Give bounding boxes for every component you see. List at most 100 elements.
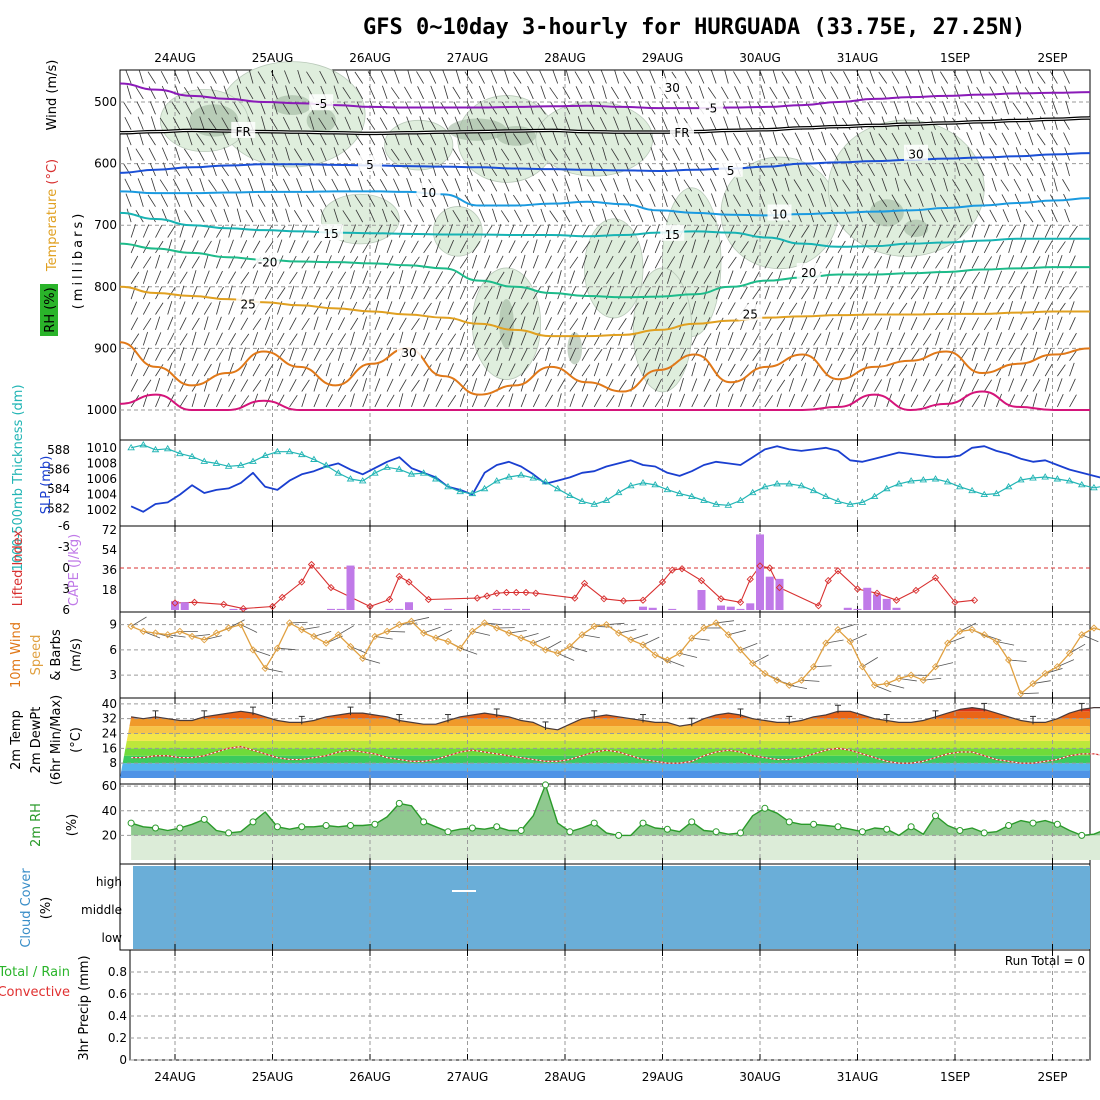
wind-barb <box>794 194 802 207</box>
wind-barb <box>868 178 875 192</box>
wind-barb <box>362 363 371 377</box>
wind-barb <box>893 101 900 115</box>
wind-barb <box>489 178 498 192</box>
wind-barb <box>362 254 367 269</box>
wind-barb <box>417 147 424 161</box>
wind-barb <box>447 271 457 284</box>
wind-barb <box>297 193 303 207</box>
wind-barb <box>922 285 929 300</box>
wind-barb <box>313 393 320 408</box>
wind-barb <box>435 332 443 346</box>
wind-barb <box>284 70 290 84</box>
wind-barb <box>155 378 161 392</box>
wind10-marker <box>980 631 988 639</box>
wind-barb <box>832 162 839 177</box>
lifted-index-marker <box>756 562 764 570</box>
date-label-bottom: 31AUG <box>837 1070 879 1084</box>
wind-barb <box>179 333 188 346</box>
wind-barb <box>557 393 562 408</box>
wind-barb <box>466 162 473 177</box>
wind-barb <box>216 348 224 361</box>
wind-barb <box>126 146 132 161</box>
thickness-marker <box>419 469 428 476</box>
wind-barb <box>667 347 673 361</box>
cape-bar <box>395 608 404 610</box>
wind-barb <box>996 224 1004 238</box>
wind-barb <box>922 301 930 315</box>
wind-barb <box>1063 132 1070 146</box>
wind-barb <box>818 163 827 177</box>
wind-barb <box>760 146 766 161</box>
wind-barb <box>691 394 699 408</box>
wind-barb <box>971 333 980 346</box>
wind-barb <box>160 194 169 207</box>
lifted-index-marker <box>268 602 277 611</box>
precip-convective-title: Convective <box>0 985 70 1000</box>
wind-barb <box>350 285 357 300</box>
wind-barb <box>1051 209 1058 223</box>
wind-barb <box>654 271 663 284</box>
wind-barb <box>703 301 710 315</box>
wind-barb <box>854 102 863 115</box>
wind-barb <box>715 331 721 346</box>
wind-barb <box>337 271 347 284</box>
wind-barb <box>910 287 920 300</box>
wind-barb <box>1020 255 1028 269</box>
wind-barb <box>245 209 254 223</box>
wind-barb <box>764 395 774 408</box>
wind-barb <box>781 71 790 84</box>
lifted-index-marker <box>522 588 530 597</box>
wind-barb <box>1032 240 1040 254</box>
wind-barb <box>362 316 367 331</box>
wind-barb <box>216 378 222 392</box>
rh2m-marker <box>273 823 281 831</box>
thickness-marker <box>919 476 928 483</box>
wind10-barb <box>252 649 271 657</box>
wind-barb <box>264 270 272 284</box>
wind-barb <box>855 178 863 192</box>
wind10-marker <box>139 627 147 636</box>
wind-barb <box>703 362 710 377</box>
thickness-axis-title: 1000-500mb Thickness (dm) <box>11 384 26 571</box>
rh2m-marker <box>468 824 476 832</box>
wind-barb <box>398 379 407 392</box>
wind-barb <box>649 132 656 146</box>
contour-label-bg <box>319 224 343 241</box>
wind-barb <box>301 393 307 408</box>
wind-barb <box>667 240 675 254</box>
wind-barb <box>769 148 778 161</box>
wind-barb <box>130 239 138 254</box>
wind-barb <box>179 394 188 408</box>
wind-barb <box>532 378 539 392</box>
thickness-marker <box>858 498 867 505</box>
wind-barb <box>698 208 705 223</box>
wind-barb <box>142 270 149 284</box>
wind-barb <box>1069 362 1075 377</box>
wind-barb <box>740 378 746 392</box>
wind-barb <box>654 301 661 315</box>
thickness-marker <box>748 488 757 496</box>
wind-barb <box>801 394 809 408</box>
wind-barb <box>703 333 712 346</box>
wind-barb <box>459 240 468 254</box>
wind-barb <box>593 316 601 331</box>
wind-barb <box>581 378 588 392</box>
wind-barb <box>203 332 210 346</box>
wind-barb <box>696 178 705 192</box>
wind-barb <box>711 193 717 207</box>
wind10-barb <box>313 631 332 637</box>
wind-barb <box>776 347 784 361</box>
wind-barb <box>642 394 650 408</box>
rh2m-marker <box>761 804 769 812</box>
wind-barb <box>565 193 571 207</box>
rh2m-marker <box>200 815 208 823</box>
wind-barb <box>537 164 546 177</box>
wind-barb <box>661 178 668 192</box>
wind-barb <box>492 147 498 161</box>
wind-barb <box>747 147 754 161</box>
wind-barb <box>772 193 778 207</box>
temp2m-axis-title-4: (°C) <box>69 727 84 753</box>
wind10-marker <box>480 619 489 627</box>
rh-dark-area <box>499 298 514 349</box>
date-label-bottom: 1SEP <box>940 1070 970 1084</box>
